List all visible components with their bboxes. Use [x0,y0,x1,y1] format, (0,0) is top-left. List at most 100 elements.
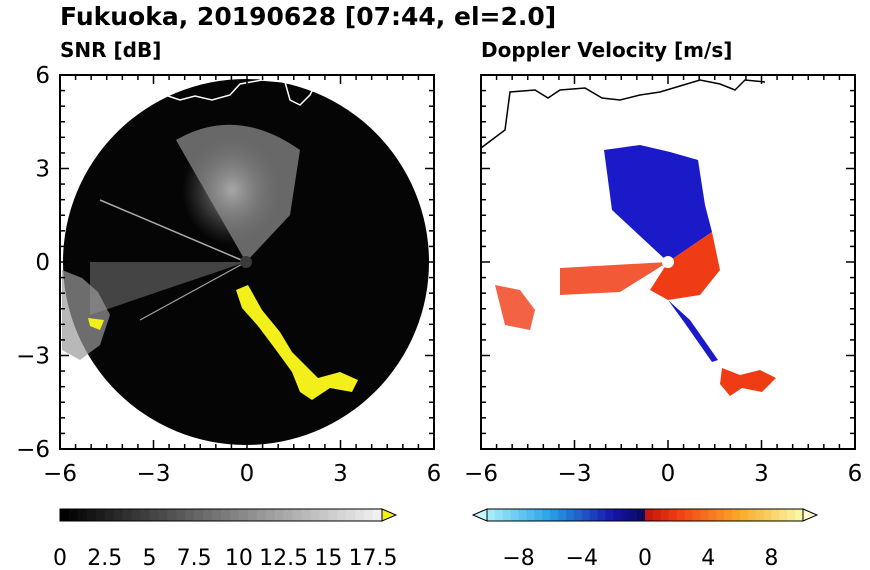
y-tick-label: 6 [35,63,50,89]
colorbar-segment [77,509,88,521]
colorbar-segment [337,509,347,521]
colorbar-segment [621,509,630,521]
snr-yellow-band [236,285,358,400]
colorbar-segment [502,509,512,521]
doppler-axis-ticks: −6 −3 0 3 6 [464,74,863,487]
colorbar-segment [95,509,106,521]
colorbar-segment [731,509,741,521]
colorbar-segment [645,509,654,521]
colorbar-tick-label: 0 [638,546,652,570]
colorbar-segment [763,509,772,521]
x-tick-label: 6 [427,461,442,487]
colorbar-segment [542,509,551,521]
colorbar-tick-label: 8 [764,546,778,570]
colorbar-segment [779,509,788,521]
y-tick-label: −6 [16,437,50,463]
colorbar-segment [487,509,496,521]
doppler-south-line [668,300,718,362]
colorbar-segment [167,509,177,521]
colorbar-segment [510,509,520,521]
colorbar-segment [292,509,302,521]
colorbar-segment [158,509,168,521]
colorbar-tick-label: 17.5 [349,546,398,570]
colorbar-segment [203,509,213,521]
colorbar-segment [373,509,383,521]
colorbar-segment [176,509,186,521]
colorbar-segment [194,509,204,521]
colorbar-extend-max [802,508,819,522]
colorbar-tick-label: −4 [566,546,598,570]
colorbar-segment [526,509,535,521]
colorbar-segment [355,509,365,521]
colorbar-segment [637,509,646,521]
colorbar-segment [346,509,356,521]
doppler-west-clutter [495,285,535,330]
radar-site-right [662,256,674,268]
colorbar-segment [597,509,606,521]
colorbar-segment [238,509,249,521]
snr-panel-title: SNR [dB] [60,38,161,62]
colorbar-tick-label: 10 [225,546,253,570]
colorbar-segment [113,509,124,521]
colorbar-segment [283,509,294,521]
colorbar-segment [86,509,97,521]
colorbar-segment [185,509,195,521]
colorbar-segment [581,509,591,521]
colorbar-segment [518,509,527,521]
colorbar-segment [301,509,311,521]
colorbar-segment [274,509,285,521]
colorbar-segment [708,509,717,521]
colorbar-tick-label: 15 [314,546,342,570]
x-tick-label: 3 [754,461,769,487]
colorbar-segment [149,509,159,521]
colorbar-segment [573,509,583,521]
colorbar-segment [724,509,733,521]
colorbar-segment [534,509,543,521]
colorbar-segment [60,509,70,521]
x-tick-label: 0 [240,461,255,487]
snr-clutter-west [62,270,110,360]
x-tick-label: 6 [848,461,863,487]
snr-beam-line [139,261,247,321]
colorbar-segment [716,509,725,521]
colorbar-segment [787,509,796,521]
colorbar-segment [558,509,567,521]
colorbar-tick-label: 12.5 [259,546,308,570]
snr-panel: SNR [dB] −6 −3 0 3 6 6 3 0 −3 −6 [16,38,441,487]
doppler-west-wedge [560,262,668,295]
colorbar-segment [589,509,599,521]
figure-title: Fukuoka, 20190628 [07:44, el=2.0] [60,2,556,31]
colorbar-segment [140,509,150,521]
doppler-negative-region [604,145,712,262]
colorbar-segment [212,509,222,521]
colorbar-segment [122,509,133,521]
coastline-right [481,79,766,149]
colorbar-tick-label: −8 [502,546,534,570]
y-tick-label: 3 [35,157,50,183]
radar-site-left [240,256,252,268]
colorbar-segment [605,509,614,521]
colorbar-segment [265,509,276,521]
snr-echo-core [182,135,282,245]
colorbar-segment [613,509,622,521]
x-tick-label: 0 [661,461,676,487]
colorbar-segment [247,509,258,521]
colorbar-tick-label: 7.5 [177,546,212,570]
y-tick-label: 0 [35,250,50,276]
x-tick-label: −3 [558,461,592,487]
colorbar-segment [652,509,662,521]
colorbar-segment [104,509,115,521]
snr-west-wedge [90,262,246,315]
colorbar-segment [739,509,749,521]
y-tick-label: −3 [16,344,50,370]
colorbar-segment [795,509,804,521]
colorbar-segment [668,509,678,521]
colorbar-segment [319,509,329,521]
colorbar-tick-label: 5 [142,546,156,570]
colorbar-tick-label: 0 [53,546,67,570]
snr-colorbar: 0 2.5 5 7.5 10 12.5 15 17.5 [53,508,398,570]
snr-beam-line [99,199,247,263]
colorbar-segment [221,509,231,521]
colorbar-segment [131,509,141,521]
colorbar-extend-max [381,508,398,522]
